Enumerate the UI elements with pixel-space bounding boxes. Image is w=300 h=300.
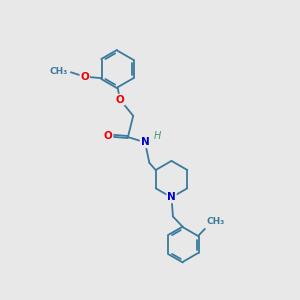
Text: CH₃: CH₃ bbox=[206, 217, 225, 226]
Text: N: N bbox=[167, 192, 176, 203]
Text: CH₃: CH₃ bbox=[50, 67, 68, 76]
Text: H: H bbox=[154, 131, 161, 141]
Text: O: O bbox=[104, 130, 112, 141]
Text: O: O bbox=[80, 72, 89, 82]
Text: O: O bbox=[116, 94, 124, 105]
Text: N: N bbox=[141, 137, 149, 147]
